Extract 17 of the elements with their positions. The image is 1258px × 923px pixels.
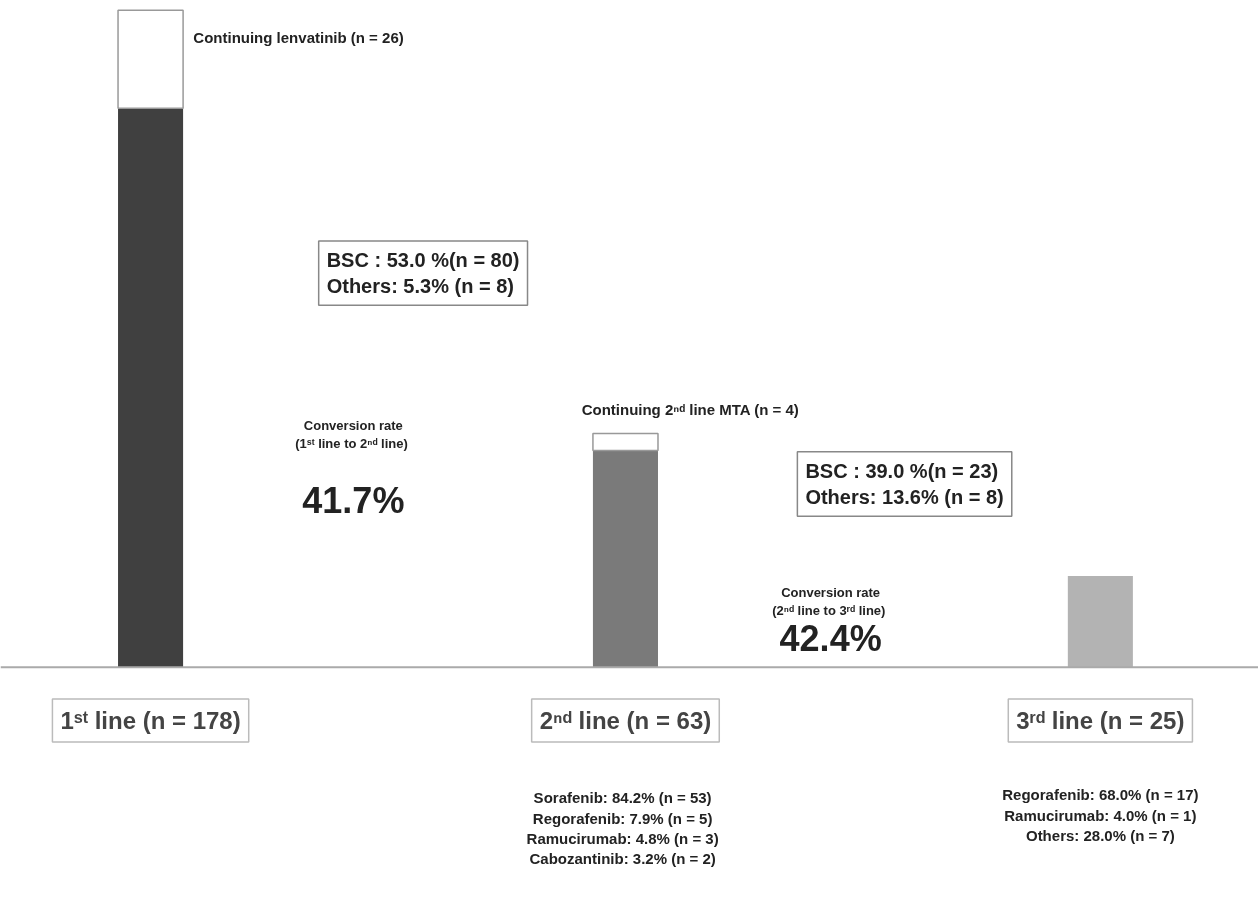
bar — [117, 9, 184, 109]
annotation: Continuing 2ⁿᵈ line MTA (n = 4) — [581, 400, 799, 418]
annotation: BSC : 53.0 %(n = 80) Others: 5.3% (n = 8) — [326, 248, 520, 298]
annotation: Conversion rate (1ˢᵗ line to 2ⁿᵈ line) — [295, 417, 408, 451]
bar — [592, 432, 659, 452]
annotation: 42.4% — [779, 617, 882, 659]
annotation: 41.7% — [302, 479, 405, 521]
text: Sorafenib: 84.2% (n = 53) Regorafenib: 7.9% (n = 5) Ramucirumab: 4.8% (n = 3) Cabozantinib: 3.2% (n = 2) — [526, 789, 719, 868]
bar — [592, 450, 658, 668]
annotation: Conversion rate (2ⁿᵈ line to 3ʳᵈ line) — [772, 585, 886, 619]
x-tick-label: 1ˢᵗ line (n = 178) — [60, 707, 241, 735]
x-tick-label: 2ⁿᵈ line (n = 63) — [539, 707, 712, 735]
annotation: BSC : 39.0 %(n = 23) Others: 13.6% (n = 8) — [805, 459, 1004, 509]
text: Regorafenib: 68.0% (n = 17) Ramucirumab: 4.0% (n = 1) Others: 28.0% (n = 7) — [1002, 786, 1199, 844]
bar — [118, 108, 184, 668]
x-tick-label: 3ʳᵈ line (n = 25) — [1016, 707, 1185, 735]
annotation: Continuing lenvatinib (n = 26) — [193, 28, 404, 46]
